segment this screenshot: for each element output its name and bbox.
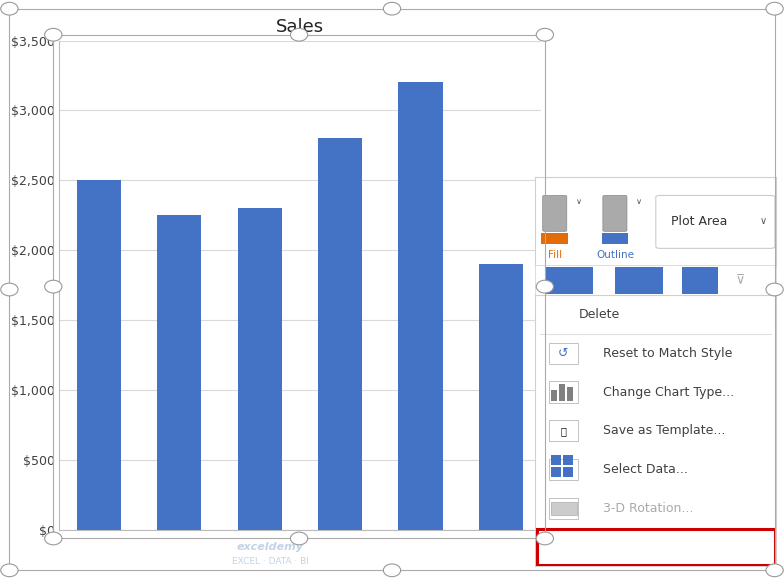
Text: Save as Template...: Save as Template... [603,424,725,437]
Bar [158,215,201,530]
Bar [398,82,442,530]
Text: Delete: Delete [579,308,620,321]
Text: 💾: 💾 [561,426,566,436]
Text: Change Chart Type...: Change Chart Type... [603,386,734,398]
Bar [549,536,578,558]
Bar [549,343,578,364]
Text: 3-D Rotation...: 3-D Rotation... [603,501,693,515]
Bar [551,390,557,401]
Bar [542,233,568,244]
Text: ↺: ↺ [558,347,568,360]
Text: EXCEL · DATA · BI: EXCEL · DATA · BI [232,557,309,566]
Bar [551,502,577,515]
Text: ∨: ∨ [575,197,582,206]
Title: Sales: Sales [276,18,324,36]
Text: Reset to Match Style: Reset to Match Style [603,347,732,360]
Bar [77,180,121,530]
Text: ⊽: ⊽ [735,274,745,287]
FancyBboxPatch shape [655,196,775,248]
Bar [563,455,573,465]
Text: ∨: ∨ [760,217,767,226]
Bar [549,497,578,519]
Text: Fill: Fill [548,250,562,259]
Text: Outline: Outline [596,250,634,259]
Bar [549,420,578,441]
Bar [479,264,523,530]
Text: exceldemy: exceldemy [237,542,304,552]
Bar [559,383,565,401]
Bar [601,233,628,244]
Bar [551,455,561,465]
Text: Plot Area: Plot Area [671,215,728,228]
Bar [551,467,561,477]
FancyBboxPatch shape [537,529,775,565]
Bar [545,267,593,294]
Bar [615,267,663,294]
Bar [318,138,362,530]
Bar [549,459,578,480]
Bar [567,387,573,401]
Bar [563,467,573,477]
Text: ∨: ∨ [636,197,642,206]
FancyBboxPatch shape [543,196,567,232]
Text: ✏: ✏ [558,542,568,552]
Bar [549,382,578,403]
Text: Select Data...: Select Data... [603,463,688,476]
Bar [238,208,281,530]
FancyBboxPatch shape [603,196,627,232]
Bar [682,267,718,294]
Text: Format Plot Area...: Format Plot Area... [603,540,719,554]
